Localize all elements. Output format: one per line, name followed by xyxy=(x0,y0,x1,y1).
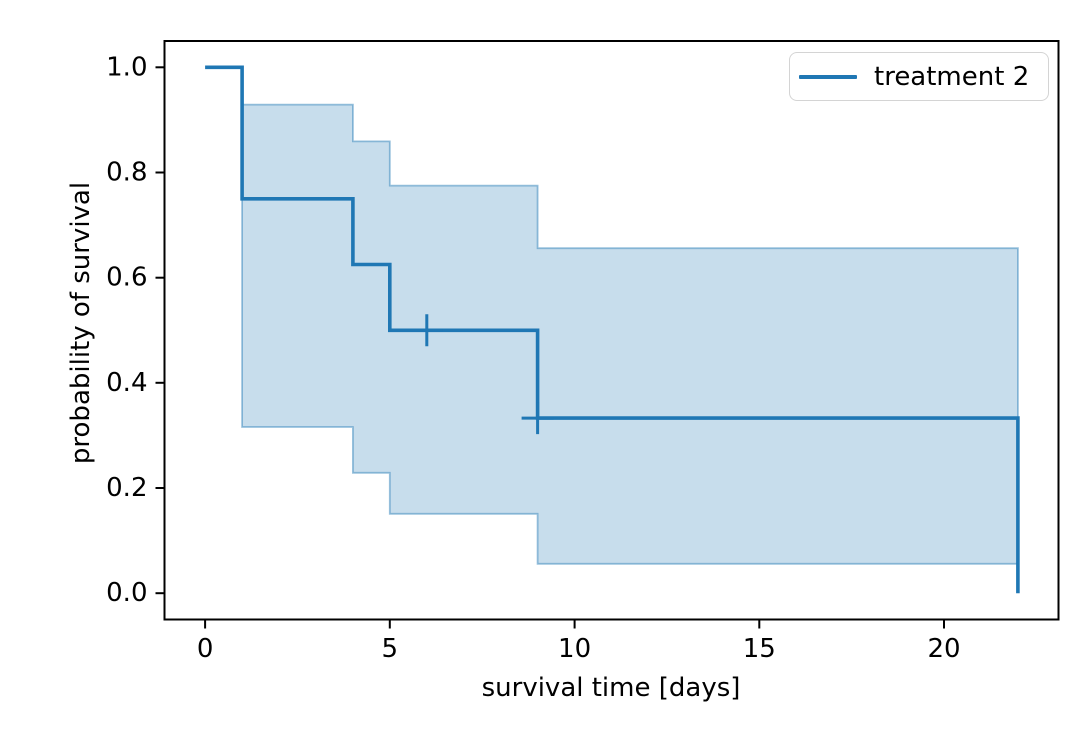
y-tick-label: 0.4 xyxy=(106,368,147,398)
x-tick-label: 10 xyxy=(558,634,591,664)
y-tick-label: 1.0 xyxy=(106,52,147,82)
y-tick-label: 0.8 xyxy=(106,158,147,188)
legend: treatment 2 xyxy=(789,52,1049,101)
y-tick-label: 0.6 xyxy=(106,263,147,293)
x-tick-label: 0 xyxy=(197,634,214,664)
axes-spines xyxy=(163,40,1060,621)
x-tick-label: 5 xyxy=(382,634,399,664)
y-axis-label: probability of survival xyxy=(66,181,96,465)
x-tick-label: 20 xyxy=(927,634,960,664)
y-tick-label: 0.2 xyxy=(106,473,147,503)
censor-mark xyxy=(521,402,554,435)
x-tick-label: 15 xyxy=(743,634,776,664)
survival-step-line xyxy=(205,65,1020,594)
x-axis-label: survival time [days] xyxy=(481,673,741,703)
y-tick-label: 0.0 xyxy=(106,578,147,608)
censor-mark xyxy=(410,314,443,347)
legend-label: treatment 2 xyxy=(874,61,1030,92)
confidence-band xyxy=(241,103,1019,565)
legend-line-sample xyxy=(799,74,857,79)
